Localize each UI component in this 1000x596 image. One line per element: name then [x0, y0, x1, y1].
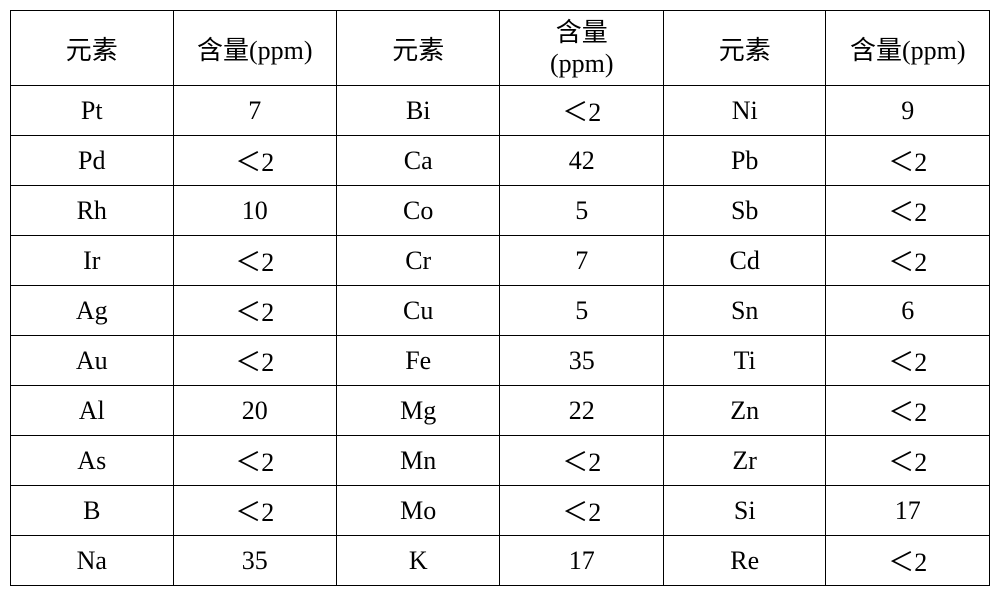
header-element-2: 元素 — [336, 11, 499, 86]
header-element-3: 元素 — [663, 11, 826, 86]
cell-element: Ca — [336, 136, 499, 186]
cell-element: Cr — [336, 236, 499, 286]
table-row: Ag ＜2 Cu 5 Sn 6 — [11, 286, 990, 336]
cell-element: Cd — [663, 236, 826, 286]
cell-element: Si — [663, 486, 826, 536]
header-element-1: 元素 — [11, 11, 174, 86]
table-row: Au ＜2 Fe 35 Ti ＜2 — [11, 336, 990, 386]
cell-element: Ni — [663, 86, 826, 136]
table-row: Al 20 Mg 22 Zn ＜2 — [11, 386, 990, 436]
cell-element: Mo — [336, 486, 499, 536]
cell-element: Mg — [336, 386, 499, 436]
cell-element: Ir — [11, 236, 174, 286]
cell-value: ＜2 — [173, 136, 336, 186]
cell-value: ＜2 — [500, 486, 663, 536]
cell-element: Bi — [336, 86, 499, 136]
cell-value: 42 — [500, 136, 663, 186]
cell-value: ＜2 — [826, 536, 990, 586]
cell-value: ＜2 — [826, 186, 990, 236]
cell-value: ＜2 — [173, 436, 336, 486]
cell-element: K — [336, 536, 499, 586]
cell-value: 35 — [173, 536, 336, 586]
cell-element: Re — [663, 536, 826, 586]
header-content-3: 含量(ppm) — [826, 11, 990, 86]
cell-element: Ti — [663, 336, 826, 386]
header-content-2: 含量(ppm) — [500, 11, 663, 86]
table-row: As ＜2 Mn ＜2 Zr ＜2 — [11, 436, 990, 486]
header-content-2-line1: 含量 — [556, 18, 608, 47]
cell-value: ＜2 — [826, 436, 990, 486]
cell-element: Co — [336, 186, 499, 236]
cell-value: ＜2 — [500, 86, 663, 136]
cell-value: ＜2 — [173, 486, 336, 536]
cell-element: Sb — [663, 186, 826, 236]
cell-element: As — [11, 436, 174, 486]
cell-value: 5 — [500, 286, 663, 336]
table-header-row: 元素 含量(ppm) 元素 含量(ppm) 元素 含量(ppm) — [11, 11, 990, 86]
cell-value: 17 — [500, 536, 663, 586]
cell-value: 7 — [173, 86, 336, 136]
cell-element: Sn — [663, 286, 826, 336]
cell-element: Pb — [663, 136, 826, 186]
cell-value: ＜2 — [173, 236, 336, 286]
cell-value: 10 — [173, 186, 336, 236]
table-row: Pd ＜2 Ca 42 Pb ＜2 — [11, 136, 990, 186]
cell-value: ＜2 — [826, 236, 990, 286]
cell-element: Mn — [336, 436, 499, 486]
cell-value: ＜2 — [173, 286, 336, 336]
cell-value: 20 — [173, 386, 336, 436]
cell-element: Pd — [11, 136, 174, 186]
table-row: B ＜2 Mo ＜2 Si 17 — [11, 486, 990, 536]
table-row: Rh 10 Co 5 Sb ＜2 — [11, 186, 990, 236]
cell-element: Cu — [336, 286, 499, 336]
cell-element: Al — [11, 386, 174, 436]
cell-element: Na — [11, 536, 174, 586]
cell-element: Zn — [663, 386, 826, 436]
cell-value: 6 — [826, 286, 990, 336]
cell-element: Pt — [11, 86, 174, 136]
table-row: Ir ＜2 Cr 7 Cd ＜2 — [11, 236, 990, 286]
cell-value: 17 — [826, 486, 990, 536]
cell-value: ＜2 — [500, 436, 663, 486]
cell-element: Rh — [11, 186, 174, 236]
cell-value: 5 — [500, 186, 663, 236]
cell-value: ＜2 — [826, 386, 990, 436]
cell-value: 7 — [500, 236, 663, 286]
header-content-1: 含量(ppm) — [173, 11, 336, 86]
cell-value: 22 — [500, 386, 663, 436]
cell-element: Zr — [663, 436, 826, 486]
header-content-2-line2: (ppm) — [550, 49, 614, 78]
cell-value: 9 — [826, 86, 990, 136]
element-content-table: 元素 含量(ppm) 元素 含量(ppm) 元素 含量(ppm) Pt 7 Bi… — [10, 10, 990, 586]
table-row: Pt 7 Bi ＜2 Ni 9 — [11, 86, 990, 136]
cell-value: 35 — [500, 336, 663, 386]
cell-value: ＜2 — [826, 336, 990, 386]
table-row: Na 35 K 17 Re ＜2 — [11, 536, 990, 586]
cell-value: ＜2 — [173, 336, 336, 386]
cell-element: B — [11, 486, 174, 536]
cell-element: Au — [11, 336, 174, 386]
cell-element: Fe — [336, 336, 499, 386]
cell-value: ＜2 — [826, 136, 990, 186]
cell-element: Ag — [11, 286, 174, 336]
